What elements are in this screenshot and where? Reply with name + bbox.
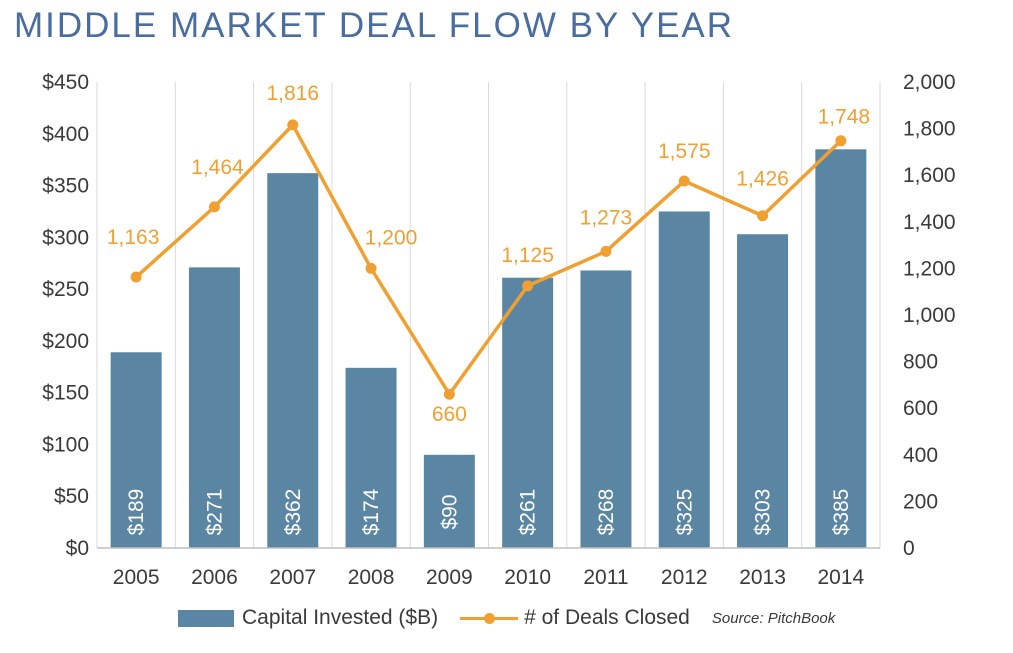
bar — [188, 267, 240, 548]
chart-legend: Capital Invested ($B) # of Deals Closed … — [178, 603, 835, 633]
y-right-tick-label: 0 — [903, 537, 915, 560]
bar-value-label: $268 — [595, 489, 618, 536]
y-left-tick-label: $350 — [42, 175, 89, 198]
x-tick-label: 2007 — [269, 566, 316, 589]
y-right-tick-label: 1,000 — [903, 304, 956, 327]
y-right-tick-label: 400 — [903, 444, 938, 467]
deals-point — [287, 119, 299, 131]
y-right-tick-label: 800 — [903, 351, 938, 374]
y-left-tick-label: $150 — [42, 382, 89, 405]
line-layer — [130, 119, 847, 400]
y-left-tick-label: $100 — [42, 433, 89, 456]
bar-value-label: $271 — [203, 489, 226, 536]
y-right-tick-label: 1,800 — [903, 118, 956, 141]
bar — [345, 367, 397, 548]
grid-layer — [96, 82, 881, 548]
legend-bar-label: Capital Invested ($B) — [242, 606, 439, 629]
legend-line-label: # of Deals Closed — [524, 606, 690, 629]
y-right-tick-label: 600 — [903, 397, 938, 420]
y-left-tick-label: $200 — [42, 330, 89, 353]
deals-point — [678, 175, 690, 187]
deals-point — [757, 210, 769, 222]
y-right-tick-label: 1,200 — [903, 257, 956, 280]
x-tick-label: 2010 — [504, 566, 551, 589]
deals-point — [600, 245, 612, 257]
y-right-tick-label: 2,000 — [903, 71, 956, 94]
x-tick-label: 2014 — [817, 566, 864, 589]
x-tick-label: 2013 — [739, 566, 786, 589]
bar — [423, 454, 475, 548]
y-right-tick-label: 1,600 — [903, 164, 956, 187]
deals-value-label: 1,125 — [501, 244, 554, 267]
axis-layer: $0 $50 $100 $150 $200 $250 $300 $350 $400 $450 0 20… — [42, 71, 955, 589]
bar — [267, 173, 319, 548]
deals-value-label: 1,200 — [365, 226, 418, 249]
x-tick-label: 2011 — [583, 566, 628, 589]
deals-value-label: 1,575 — [658, 140, 711, 163]
y-left-tick-label: $0 — [66, 537, 89, 560]
x-tick-label: 2008 — [348, 566, 395, 589]
x-tick-label: 2005 — [113, 566, 160, 589]
x-tick-label: 2012 — [661, 566, 708, 589]
bar-value-label: $303 — [752, 489, 775, 536]
deals-point — [835, 135, 847, 147]
deals-point — [443, 388, 455, 400]
legend-bar-swatch — [178, 609, 234, 627]
deals-value-label: 1,426 — [736, 168, 789, 191]
bar-value-label: $90 — [438, 494, 461, 529]
bar — [815, 149, 867, 549]
bar — [502, 277, 554, 548]
deals-point — [130, 271, 142, 283]
bar-value-label: $189 — [125, 489, 148, 536]
deals-value-label: 1,748 — [818, 106, 871, 129]
y-left-tick-label: $250 — [42, 278, 89, 301]
x-tick-label: 2009 — [426, 566, 473, 589]
deals-value-label: 660 — [432, 403, 467, 426]
x-tick-label: 2006 — [191, 566, 238, 589]
y-left-tick-label: $300 — [42, 226, 89, 249]
deals-value-label: 1,464 — [191, 156, 244, 179]
y-right-tick-label: 200 — [903, 490, 938, 513]
y-right-tick-label: 1,400 — [903, 211, 956, 234]
deals-point — [522, 280, 534, 292]
deals-point — [208, 201, 220, 213]
deals-line — [134, 123, 843, 396]
y-left-tick-label: $50 — [54, 485, 89, 508]
bar-value-label: $325 — [673, 489, 696, 536]
bar — [110, 352, 162, 548]
bar — [658, 211, 710, 548]
bar — [737, 234, 789, 548]
source-note: Source: PitchBook — [711, 609, 836, 627]
bar-layer — [110, 149, 867, 549]
deals-point — [365, 262, 377, 274]
deals-value-label: 1,273 — [580, 206, 633, 229]
bar — [580, 270, 632, 548]
legend-line-swatch — [460, 610, 519, 627]
bar-value-label: $174 — [360, 488, 383, 535]
bar-value-label: $261 — [517, 489, 540, 536]
y-left-tick-label: $450 — [42, 71, 89, 94]
y-left-tick-label: $400 — [42, 123, 89, 146]
deals-value-label: 1,163 — [107, 226, 160, 249]
bar-value-label: $385 — [830, 489, 853, 536]
bar-value-label: $362 — [282, 489, 305, 536]
deals-value-label: 1,816 — [266, 82, 319, 105]
chart-title: MIDDLE MARKET DEAL FLOW BY YEAR — [14, 6, 735, 45]
label-layer: $189 $271 $362 $174 $90 $261 $268 $325 $303 $385 1… — [107, 82, 870, 535]
